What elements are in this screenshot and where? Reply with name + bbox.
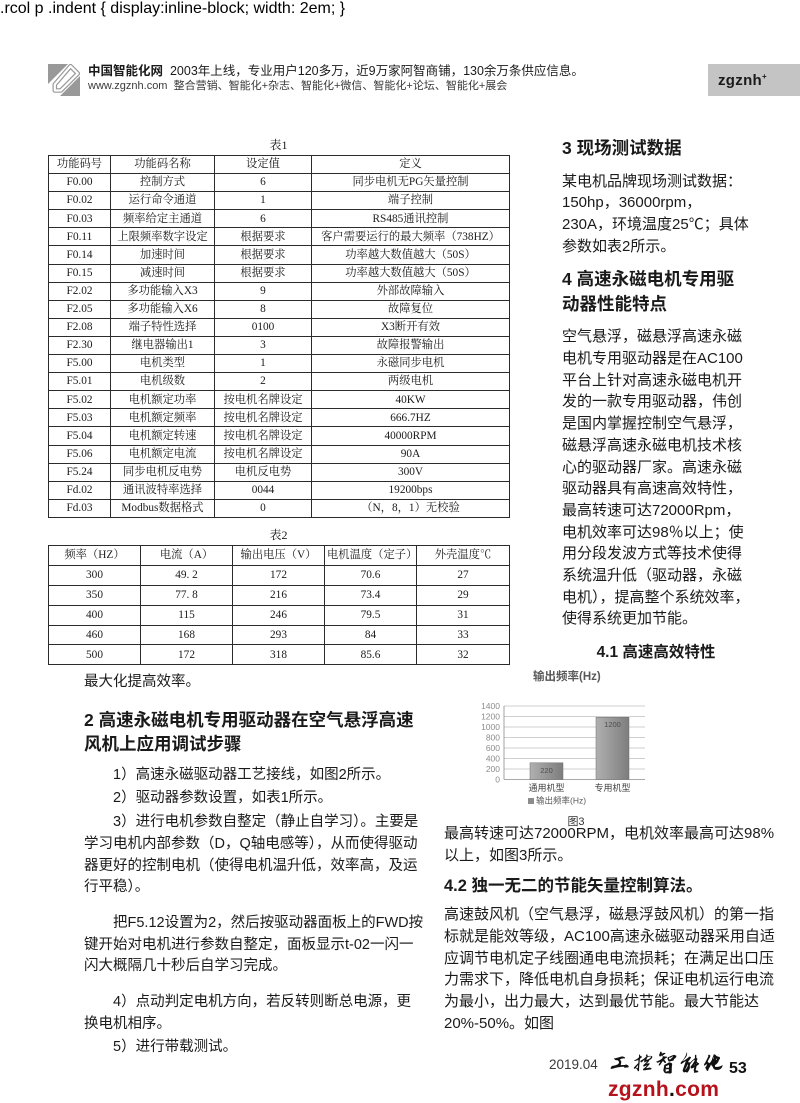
svg-text:1200: 1200 bbox=[604, 720, 621, 729]
svg-text:220: 220 bbox=[540, 766, 553, 775]
svg-text:200: 200 bbox=[486, 764, 500, 774]
svg-text:0: 0 bbox=[495, 775, 500, 785]
svg-text:专用机型: 专用机型 bbox=[594, 782, 630, 793]
svg-text:600: 600 bbox=[486, 743, 500, 753]
svg-text:1400: 1400 bbox=[481, 701, 500, 711]
svg-text:输出频率(Hz): 输出频率(Hz) bbox=[533, 670, 601, 683]
svg-text:1000: 1000 bbox=[481, 722, 500, 732]
svg-text:1200: 1200 bbox=[481, 712, 500, 722]
svg-text:输出频率(Hz): 输出频率(Hz) bbox=[536, 796, 586, 806]
svg-text:800: 800 bbox=[486, 733, 500, 743]
svg-text:通用机型: 通用机型 bbox=[528, 782, 564, 793]
svg-text:400: 400 bbox=[486, 754, 500, 764]
